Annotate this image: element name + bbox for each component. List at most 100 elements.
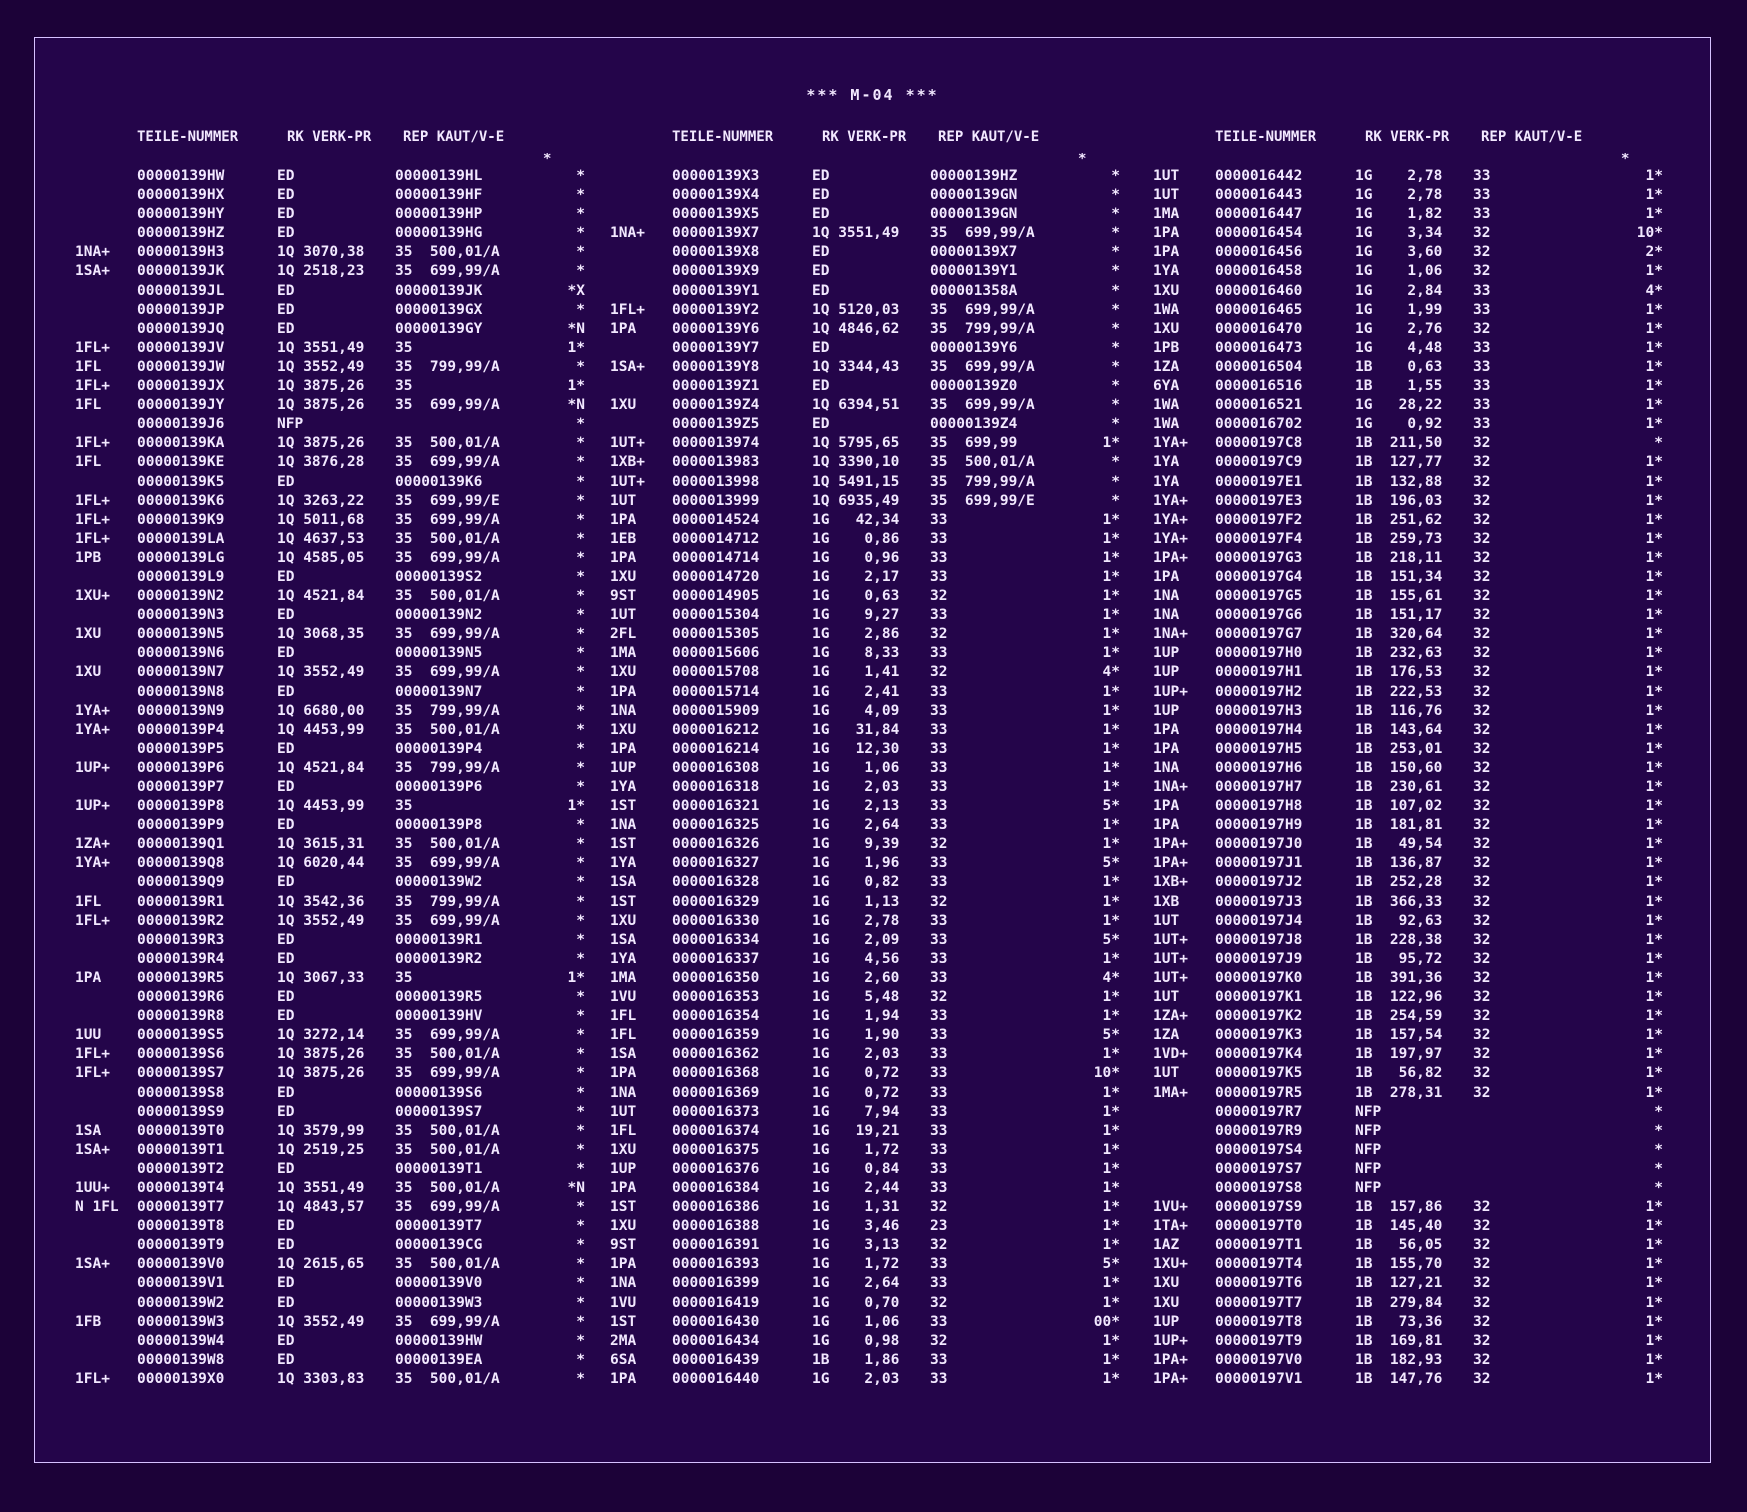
row-code: 1PA	[610, 740, 637, 757]
row-code: 1UU	[75, 1027, 102, 1044]
table-row: 1XU+ 00000197T4 1B 155,70 32 1*	[1153, 1255, 1663, 1274]
row-rep-kaut: 35 500,01/A	[395, 1370, 500, 1387]
row-rk-price: 1Q 3876,28	[277, 454, 365, 471]
row-rk-price: ED	[812, 206, 830, 223]
table-row: 2FL 0000015305 1G 2,86 32 1*	[610, 625, 1120, 644]
table-row: 1SA+ 00000139T1 1Q 2519,25 35 500,01/A *	[75, 1141, 585, 1160]
table-row: 1UU+ 00000139T4 1Q 3551,49 35 500,01/A *N	[75, 1179, 585, 1198]
row-rep-kaut: 33	[930, 1008, 948, 1025]
table-row: 1SA 00000139T0 1Q 3579,99 35 500,01/A *	[75, 1122, 585, 1141]
row-code: 1PA	[1153, 568, 1180, 585]
row-part-number: 00000139X5	[672, 206, 760, 223]
table-row: 1FL+ 00000139S7 1Q 3875,26 35 699,99/A *	[75, 1064, 585, 1083]
table-row: 00000139X8 ED 00000139X7 *	[610, 243, 1120, 262]
table-row: 00000139HZ ED 00000139HG *	[75, 224, 585, 243]
row-rep-kaut: 32	[1473, 893, 1491, 910]
row-flag: 5*	[1102, 1027, 1120, 1044]
row-rk-price: 1Q 3551,49	[277, 1179, 365, 1196]
row-rep-kaut: 00000139JK	[395, 282, 483, 299]
row-code	[75, 186, 137, 205]
table-row: 1XU 0000016460 1G 2,84 33 4*	[1153, 282, 1663, 301]
row-part-number: 00000139P7	[137, 779, 225, 795]
row-part-number: 00000139T8	[137, 1218, 225, 1235]
row-rk-price: NFP	[1355, 1122, 1382, 1139]
table-row: 00000139R3 ED 00000139R1 *	[75, 931, 585, 950]
header-part-number: TEILE-NUMMER	[672, 129, 774, 145]
row-flag: 1*	[1645, 969, 1663, 986]
row-rep-kaut: 35 799,99/A	[930, 320, 1035, 337]
row-part-number: 00000139P5	[137, 740, 225, 757]
row-flag: 1*	[1645, 759, 1663, 776]
row-rk-price: 1B 122,96	[1355, 989, 1443, 1006]
table-row: 00000197S4 NFP *	[1153, 1141, 1663, 1160]
row-part-number: 00000139J6	[137, 416, 225, 433]
row-flag: 1*	[1645, 1370, 1663, 1387]
row-rep-kaut: 32	[1473, 740, 1491, 757]
row-rk-price: ED	[277, 568, 295, 585]
row-code: 1YA+	[1153, 492, 1188, 509]
row-part-number: 0000014714	[672, 549, 760, 566]
row-rep-kaut: 000001358A	[930, 282, 1018, 299]
row-rep-kaut: 00000139K6	[395, 473, 483, 490]
row-flag: *	[576, 530, 585, 547]
row-code	[75, 1217, 137, 1236]
row-part-number: 00000139V1	[137, 1275, 225, 1292]
row-flag: *	[576, 1084, 585, 1101]
row-flag: *	[576, 1275, 585, 1292]
table-row: 1PA 0000014524 1G 42,34 33 1*	[610, 511, 1120, 530]
row-code	[75, 606, 137, 625]
row-code: 1MA+	[1153, 1084, 1188, 1101]
row-flag: 1*	[1645, 874, 1663, 891]
row-part-number: 00000139P6	[137, 759, 225, 776]
row-flag: *	[576, 473, 585, 490]
row-code: 1ZA+	[75, 836, 110, 853]
row-flag: 1*	[1645, 1046, 1663, 1063]
table-row: 1ZA+ 00000197K2 1B 254,59 32 1*	[1153, 1007, 1663, 1026]
row-flag: *	[1111, 301, 1120, 318]
table-row: 1XB+ 00000197J2 1B 252,28 32 1*	[1153, 873, 1663, 892]
row-rep-kaut: 35 799,99/A	[395, 358, 500, 375]
row-code: 1ZA	[1153, 1027, 1180, 1044]
table-row: 1TA+ 00000197T0 1B 145,40 32 1*	[1153, 1217, 1663, 1236]
row-rk-price: 1B 157,86	[1355, 1199, 1443, 1216]
row-code: 1UP+	[1153, 1332, 1188, 1349]
table-row: 1XB 00000197J3 1B 366,33 32 1*	[1153, 893, 1663, 912]
row-code: 1PA+	[1153, 1370, 1188, 1387]
table-row: 1PA 00000197H9 1B 181,81 32 1*	[1153, 816, 1663, 835]
row-part-number: 00000139Y8	[672, 358, 760, 375]
header-spacer	[75, 128, 137, 149]
row-code: 1ST	[610, 893, 637, 910]
row-flag: 1*	[1645, 740, 1663, 757]
row-code	[75, 1007, 137, 1026]
row-part-number: 00000139X7	[672, 225, 760, 242]
table-row: 00000139P9 ED 00000139P8 *	[75, 816, 585, 835]
row-code: 1XU	[610, 397, 637, 414]
row-rep-kaut: 00000139T7	[395, 1218, 483, 1235]
row-rk-price: 1B 320,64	[1355, 626, 1443, 643]
row-part-number: 00000139P8	[137, 798, 225, 815]
table-row: 00000139N6 ED 00000139N5 *	[75, 644, 585, 663]
row-rep-kaut: 33	[1473, 168, 1491, 184]
row-rep-kaut: 00000139X7	[930, 244, 1018, 261]
row-part-number: 0000016376	[672, 1160, 760, 1177]
row-code: 1XB	[1153, 893, 1180, 910]
row-part-number: 00000139Q8	[137, 855, 225, 872]
table-row: 00000139X3 ED 00000139HZ *	[610, 167, 1120, 186]
row-flag: 00*	[1093, 1313, 1120, 1330]
row-rep-kaut: 35	[395, 378, 413, 395]
row-code	[75, 740, 137, 759]
row-flag: 1*	[1102, 874, 1120, 891]
row-flag: *	[576, 1218, 585, 1235]
row-flag: 1*	[1102, 1199, 1120, 1216]
table-row: 1FL+ 00000139S6 1Q 3875,26 35 500,01/A *	[75, 1045, 585, 1064]
row-rep-kaut: 33	[930, 798, 948, 815]
row-rk-price: 1Q 6020,44	[277, 855, 365, 872]
row-flag: *	[576, 664, 585, 681]
row-flag: *	[576, 1237, 585, 1254]
header-part-number: TEILE-NUMMER	[1215, 129, 1317, 145]
table-row: 00000139T2 ED 00000139T1 *	[75, 1160, 585, 1179]
row-flag: 1*	[1645, 931, 1663, 948]
row-rep-kaut: 35 500,01/A	[930, 454, 1035, 471]
row-rep-kaut: 32	[1473, 511, 1491, 528]
table-row: 1MA 0000016350 1G 2,60 33 4*	[610, 969, 1120, 988]
